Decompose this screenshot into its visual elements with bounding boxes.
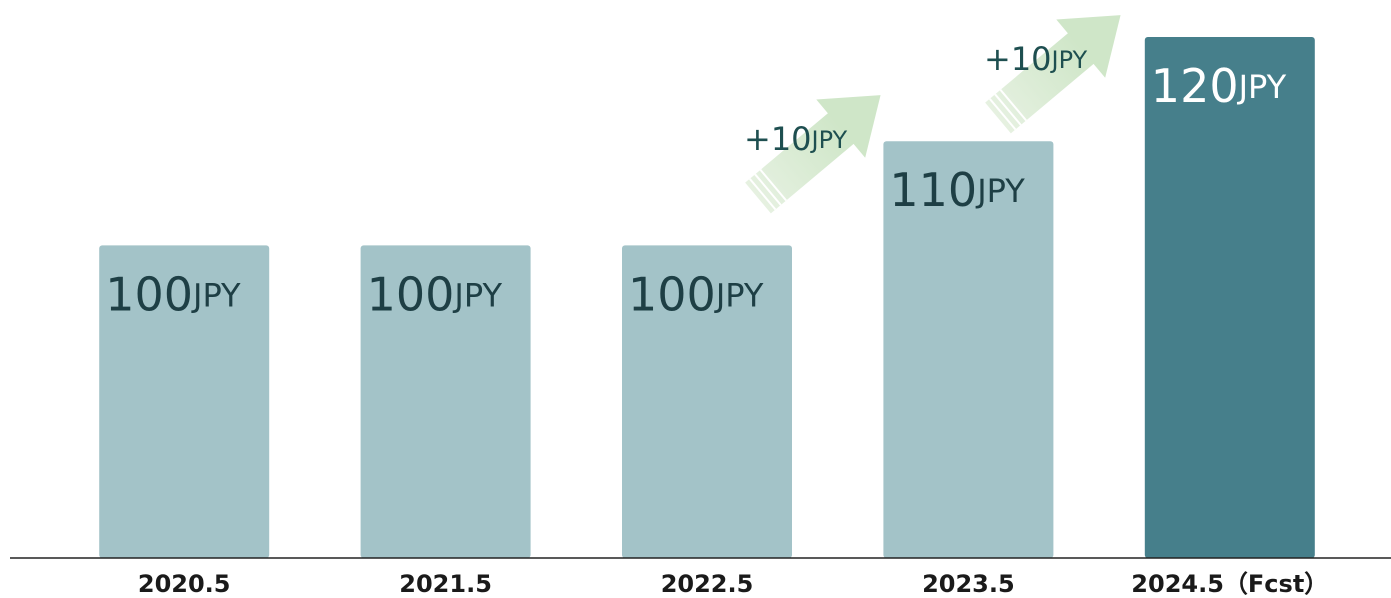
- x-tick-label: 2024.5（Fcst）: [1131, 570, 1328, 598]
- arrow: [745, 95, 881, 214]
- annotation: +10JPY: [984, 40, 1088, 78]
- annotation: +10JPY: [744, 120, 848, 158]
- bar: [99, 245, 270, 558]
- value-label: 100JPY: [628, 267, 764, 321]
- x-tick-label: 2023.5: [922, 570, 1015, 598]
- bar: [360, 245, 531, 558]
- bar: [1144, 37, 1315, 558]
- x-tick-label: 2020.5: [138, 570, 231, 598]
- value-label: 100JPY: [105, 267, 241, 321]
- arrow: [985, 15, 1121, 134]
- x-tick-label: 2021.5: [399, 570, 492, 598]
- value-label: 110JPY: [889, 163, 1025, 217]
- value-label: 100JPY: [367, 267, 503, 321]
- x-tick-label: 2022.5: [661, 570, 754, 598]
- bar: [622, 245, 792, 558]
- value-label: 120JPY: [1151, 59, 1287, 113]
- bar: [883, 141, 1054, 558]
